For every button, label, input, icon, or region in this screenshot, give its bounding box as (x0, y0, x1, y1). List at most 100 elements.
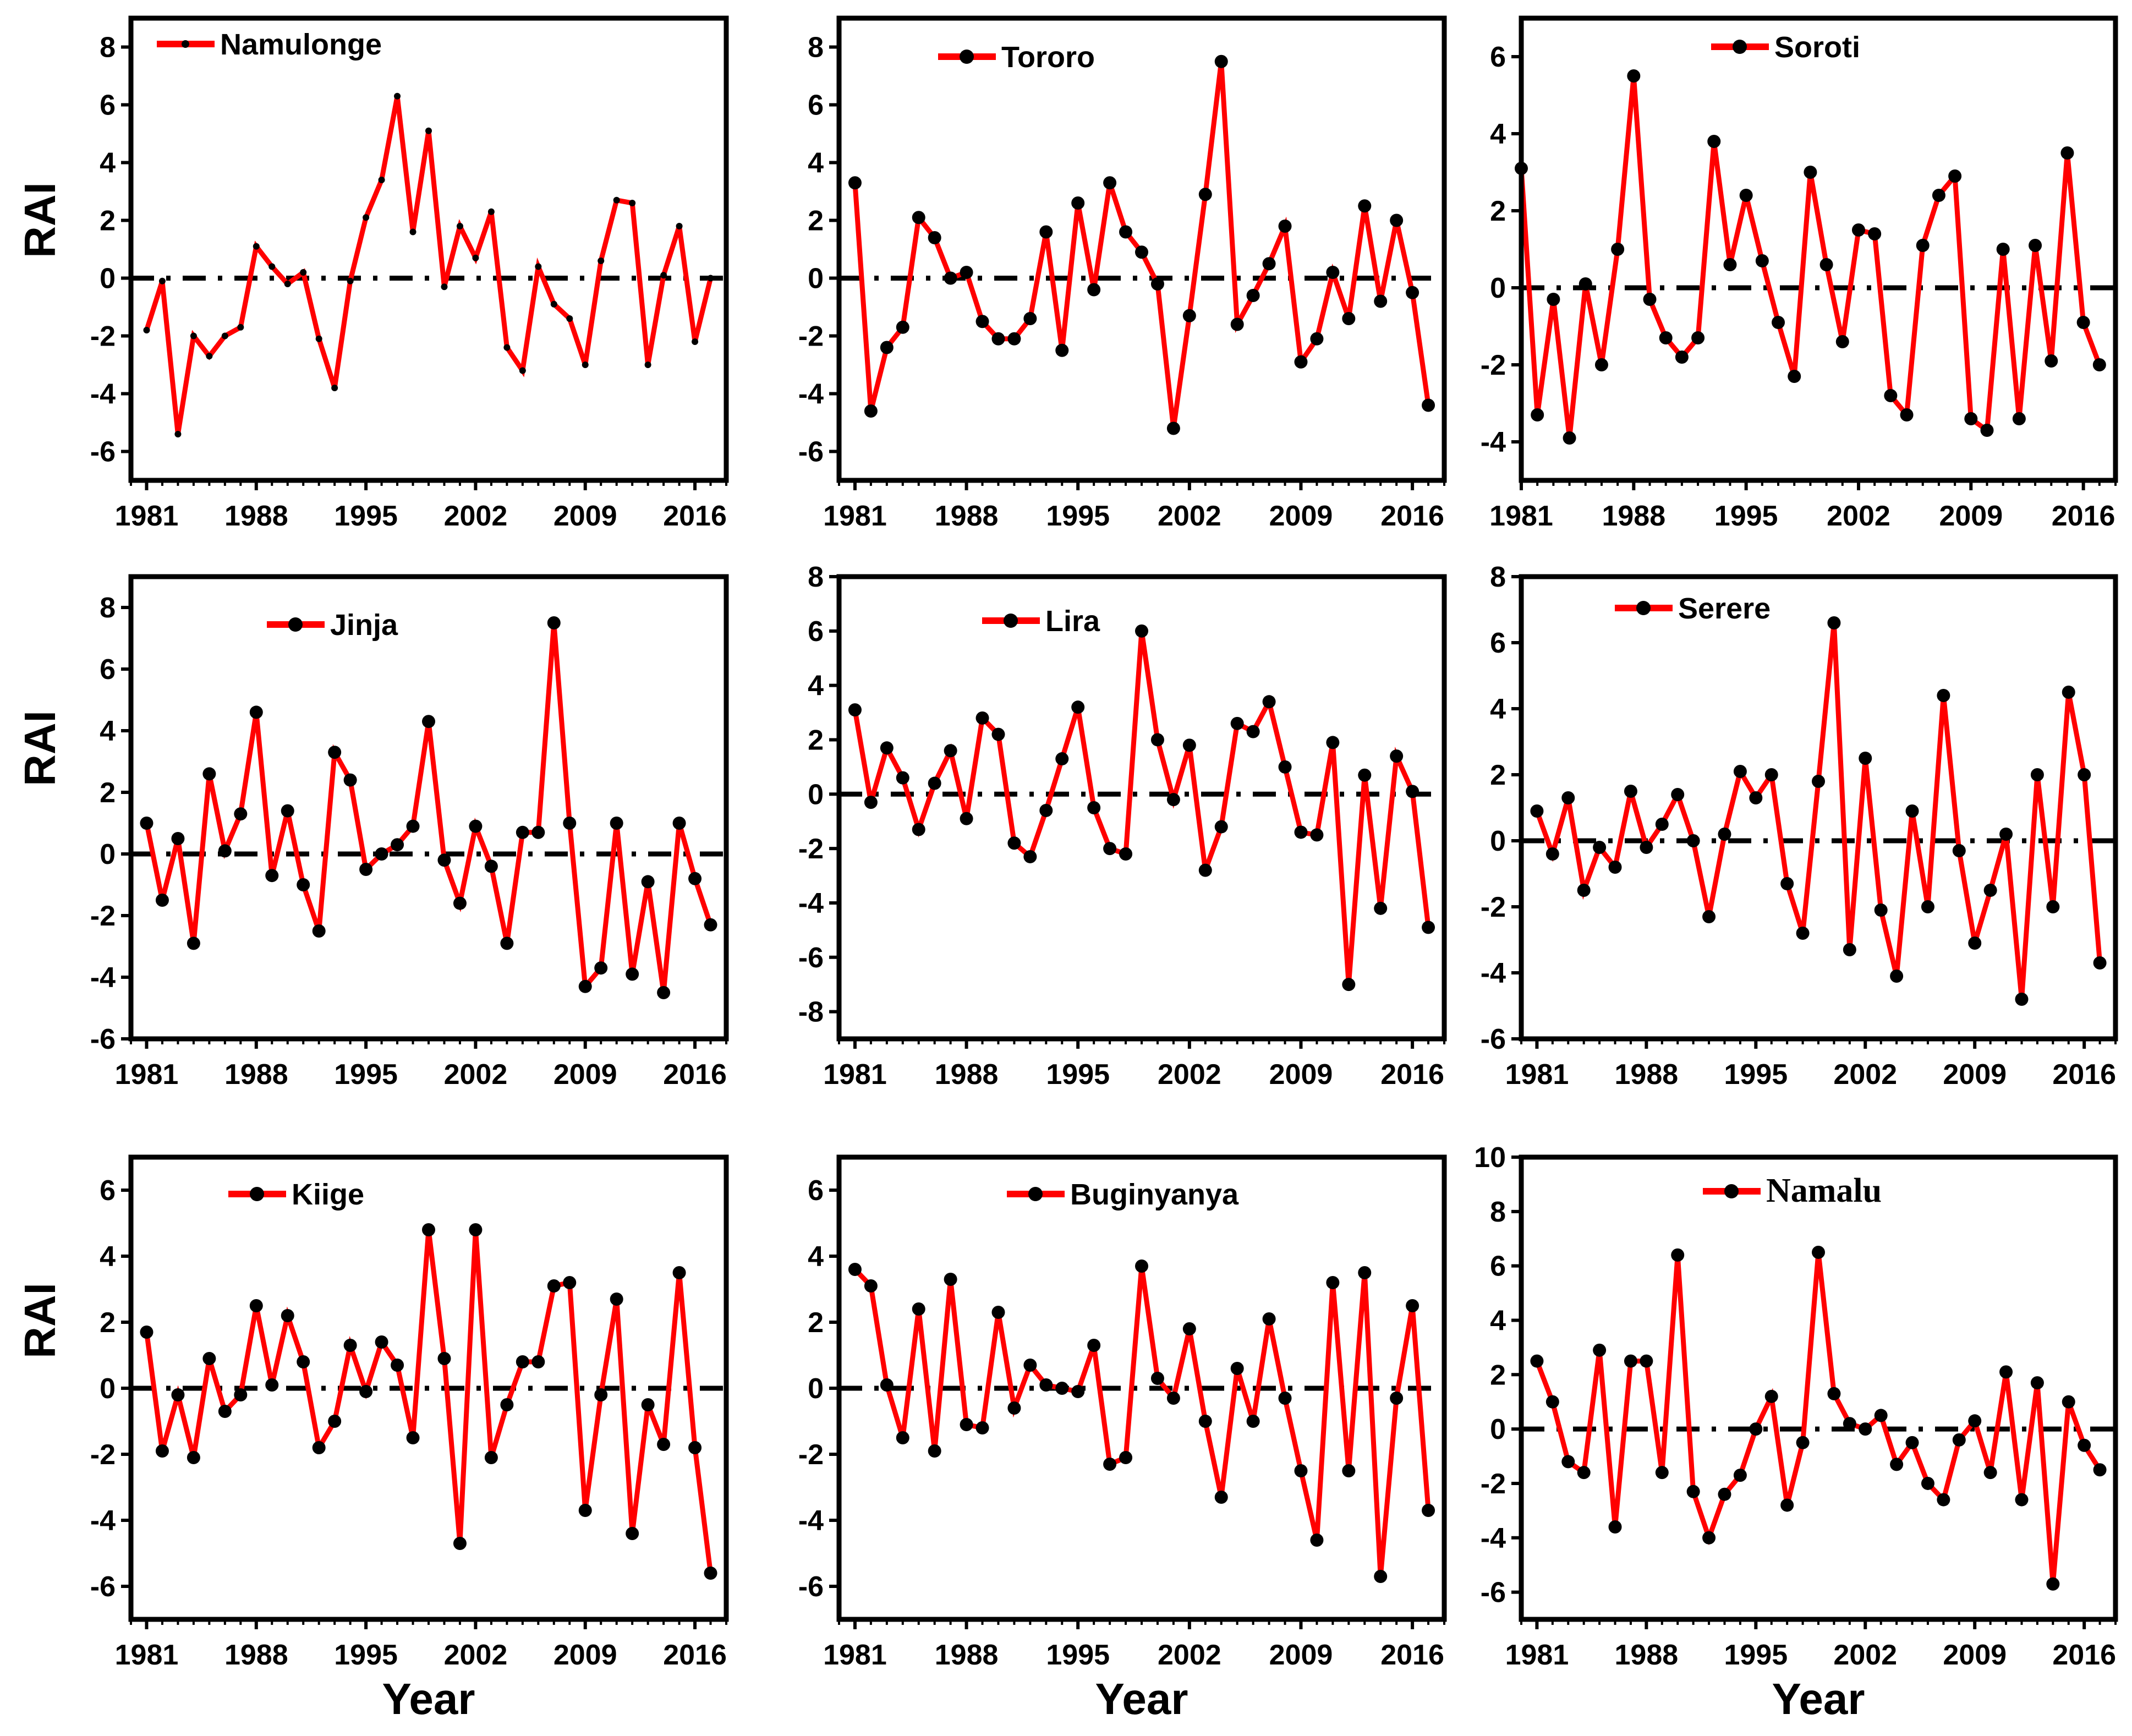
data-point (1310, 1534, 1324, 1547)
data-point (1326, 736, 1340, 749)
data-point (2030, 1376, 2044, 1390)
y-tick-label: 4 (1490, 118, 1506, 150)
y-tick-label: 10 (1474, 1142, 1506, 1174)
data-point (2030, 768, 2044, 781)
x-tick-label: 2002 (1158, 1059, 1221, 1091)
y-tick-label: 0 (100, 263, 116, 295)
data-point (594, 961, 608, 975)
data-point (1422, 398, 1435, 412)
data-point (1968, 1414, 1982, 1428)
data-point (1103, 176, 1117, 190)
panel-kiige: -6 -4 -2 0 2 4 6 1981 1988 1995 2002 2009 2016 Kiige (90, 1154, 729, 1671)
y-tick-label: -2 (798, 1439, 824, 1471)
x-tick-label: 1988 (224, 500, 288, 532)
y-tick-label: 8 (1490, 561, 1506, 593)
data-point (975, 711, 989, 725)
data-point (1214, 54, 1228, 68)
y-tick-label: 0 (808, 1373, 824, 1405)
data-point (1900, 408, 1914, 421)
data-point (1577, 884, 1591, 897)
data-point (2046, 900, 2060, 913)
data-point (1406, 1299, 1419, 1312)
y-tick-label: -2 (90, 321, 116, 353)
x-tick-label: 2002 (1833, 1059, 1897, 1091)
data-point (1007, 836, 1021, 850)
data-point (1119, 1451, 1133, 1464)
y-tick-label: -6 (798, 436, 824, 468)
y-tick-label: 6 (100, 90, 116, 122)
data-point (155, 1444, 169, 1458)
data-point (1182, 1322, 1196, 1335)
data-point (991, 727, 1005, 741)
data-point (1937, 689, 1950, 702)
x-tick-label: 2016 (663, 500, 727, 532)
data-point (500, 937, 514, 950)
data-point (1764, 1389, 1778, 1403)
data-point (234, 807, 248, 821)
y-tick-label: 2 (100, 205, 116, 237)
y-tick-label: 2 (808, 724, 824, 756)
data-point (1812, 1245, 1825, 1259)
data-point (218, 844, 232, 858)
data-point (1796, 1436, 1810, 1449)
data-point (1246, 725, 1260, 738)
x-tick-label: 1995 (1724, 1059, 1788, 1091)
plot-frame (1519, 574, 2118, 1042)
x-tick-label: 1995 (1046, 1059, 1110, 1091)
data-point (1071, 196, 1085, 210)
data-point (202, 767, 216, 781)
data-point (158, 277, 166, 284)
data-point (1545, 1395, 1559, 1409)
data-point (1262, 1312, 1276, 1326)
plot-frame (128, 1154, 729, 1622)
y-tick-label: -4 (798, 888, 824, 919)
data-point (1890, 1458, 1904, 1471)
legend-label: Serere (1678, 592, 1771, 625)
y-tick-label: 2 (1490, 759, 1506, 791)
data-point (281, 1309, 294, 1322)
data-point (1593, 841, 1607, 854)
x-axis-title-col-3: Year (1772, 1674, 1865, 1723)
data-point (1262, 257, 1276, 271)
data-point (1851, 223, 1865, 237)
data-point (928, 231, 941, 244)
data-point (1214, 820, 1228, 834)
x-tick-label: 2009 (1269, 500, 1333, 532)
plot-frame (1519, 15, 2118, 483)
data-point (912, 211, 925, 224)
data-point (626, 1527, 639, 1540)
data-point (1406, 286, 1419, 299)
data-point (1874, 1409, 1888, 1422)
data-point (657, 986, 671, 999)
data-point (1980, 424, 1994, 437)
data-point (453, 1537, 467, 1550)
data-point (1023, 1359, 1037, 1372)
x-tick-label: 1995 (1046, 500, 1110, 532)
y-tick-label: 6 (1490, 1251, 1506, 1283)
panel-jinja: -6 -4 -2 0 2 4 6 8 1981 1988 1995 2002 2009 2016 Jinja (90, 574, 729, 1091)
data-point (1182, 309, 1196, 322)
data-point (975, 315, 989, 328)
series-line (1534, 1252, 2102, 1585)
x-tick-label: 2016 (1380, 500, 1444, 532)
data-point (1135, 1259, 1148, 1273)
data-point (1007, 1401, 1021, 1415)
data-point (2015, 993, 2029, 1006)
data-point (297, 878, 310, 891)
data-point (1055, 343, 1069, 357)
data-point (406, 1431, 420, 1444)
data-point (848, 703, 862, 717)
data-point (1640, 841, 1653, 854)
data-point (1246, 289, 1260, 302)
data-point (1655, 1466, 1669, 1480)
y-tick-label: 0 (808, 779, 824, 811)
data-point (343, 773, 357, 787)
data-point (331, 385, 338, 391)
data-point (1948, 169, 1962, 183)
y-tick-label: -2 (1481, 1468, 1506, 1500)
data-point (1294, 825, 1308, 839)
data-point (1119, 847, 1133, 861)
data-point (676, 223, 683, 229)
data-point (1422, 921, 1435, 934)
data-point (500, 1398, 514, 1411)
